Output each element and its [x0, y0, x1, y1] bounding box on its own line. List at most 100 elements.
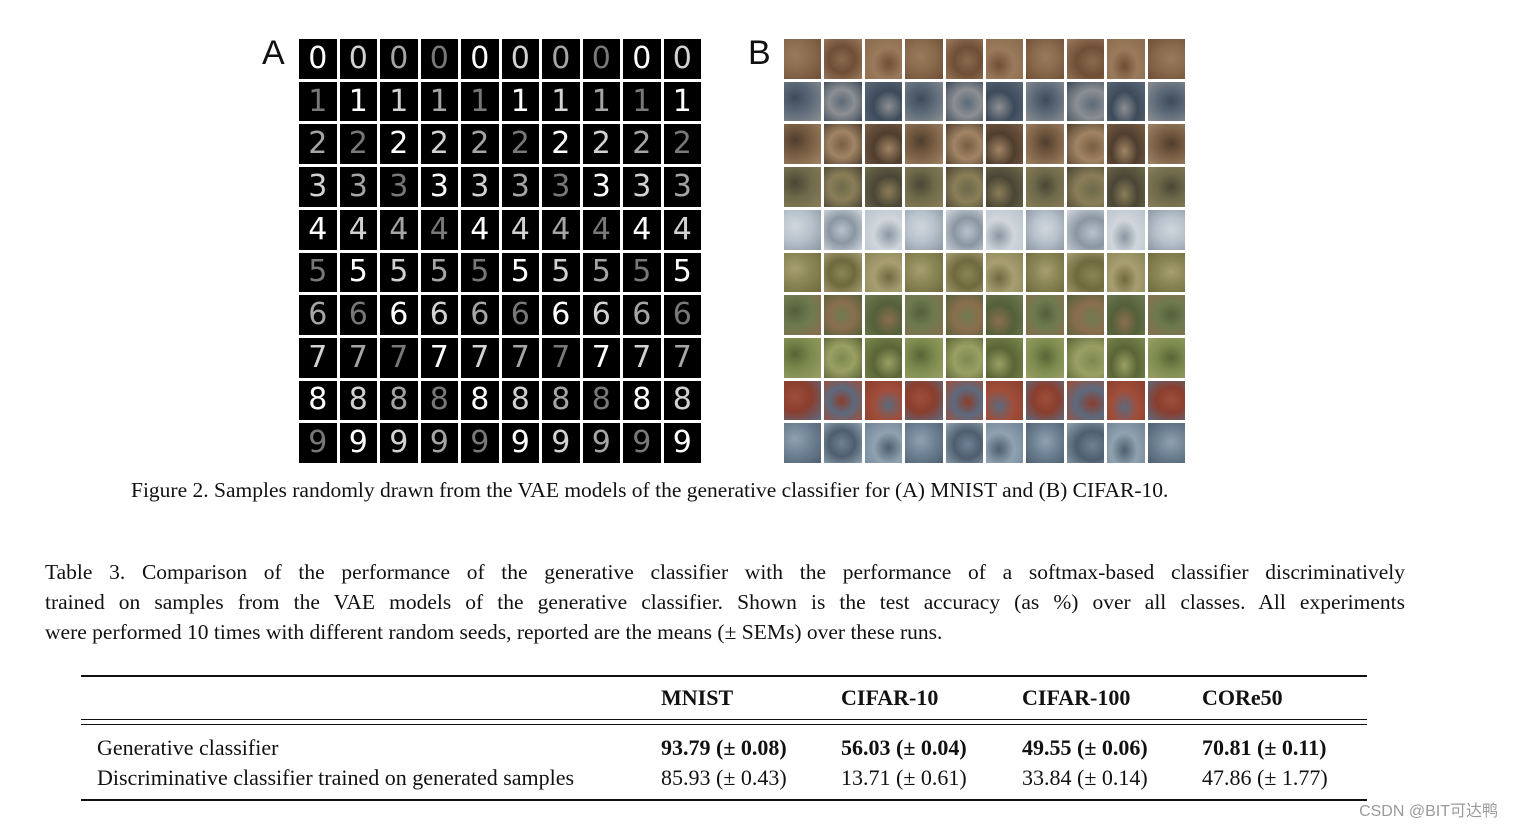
cifar-sample — [1026, 295, 1064, 335]
mnist-sample: 9 — [339, 423, 377, 463]
cifar-sample — [784, 39, 822, 79]
cifar-sample — [1147, 81, 1185, 122]
cifar-sample — [1107, 337, 1145, 378]
cifar-sample — [864, 380, 903, 421]
cifar-sample — [824, 209, 862, 250]
mnist-sample: 7 — [501, 337, 539, 378]
table-bottom-rule — [81, 799, 1367, 801]
mnist-sample: 2 — [542, 124, 580, 165]
cifar-sample — [784, 380, 822, 421]
table-header-rule — [81, 719, 1367, 720]
mnist-sample: 3 — [663, 167, 701, 207]
cifar-sample — [945, 124, 983, 165]
cifar-sample — [905, 39, 943, 79]
mnist-sample: 7 — [582, 337, 620, 378]
mnist-sample: 6 — [380, 295, 418, 335]
cifar-sample — [905, 423, 943, 463]
cifar-sample — [784, 167, 822, 207]
mnist-sample: 7 — [663, 337, 701, 378]
mnist-sample: 9 — [582, 423, 620, 463]
cifar-sample — [864, 167, 903, 207]
mnist-sample: 3 — [461, 167, 499, 207]
cifar-sample — [1026, 423, 1064, 463]
cifar-sample — [1026, 167, 1064, 207]
cifar-sample — [945, 423, 983, 463]
cifar-sample — [824, 252, 862, 293]
mnist-sample: 7 — [380, 337, 418, 378]
mnist-sample: 6 — [420, 295, 458, 335]
mnist-sample: 6 — [663, 295, 701, 335]
mnist-sample: 2 — [501, 124, 539, 165]
mnist-sample: 9 — [501, 423, 539, 463]
mnist-sample: 2 — [623, 124, 661, 165]
mnist-sample: 0 — [623, 39, 661, 79]
cifar-sample — [905, 295, 943, 335]
table-top-rule — [81, 675, 1367, 677]
cifar-sample — [824, 39, 862, 79]
mnist-sample: 6 — [623, 295, 661, 335]
cifar-sample — [1026, 380, 1064, 421]
cifar-sample — [1066, 209, 1105, 250]
cifar-sample — [945, 337, 983, 378]
cifar-sample — [986, 252, 1024, 293]
mnist-sample: 8 — [461, 380, 499, 421]
cifar-sample — [945, 167, 983, 207]
mnist-sample: 4 — [461, 209, 499, 250]
cifar-sample — [864, 295, 903, 335]
cifar-sample — [824, 295, 862, 335]
mnist-sample: 0 — [582, 39, 620, 79]
cifar-sample — [824, 423, 862, 463]
mnist-sample: 8 — [663, 380, 701, 421]
mnist-sample: 1 — [582, 81, 620, 122]
cifar-sample — [1026, 337, 1064, 378]
cifar-sample — [1026, 81, 1064, 122]
cifar-sample — [986, 337, 1024, 378]
mnist-sample: 3 — [420, 167, 458, 207]
cifar-sample — [1026, 39, 1064, 79]
mnist-sample: 2 — [663, 124, 701, 165]
cifar-sample — [905, 380, 943, 421]
mnist-sample: 8 — [420, 380, 458, 421]
cifar-sample — [1066, 295, 1105, 335]
cifar-sample — [1147, 124, 1185, 165]
mnist-sample: 4 — [299, 209, 337, 250]
cifar-sample — [945, 252, 983, 293]
cifar-sample — [1066, 423, 1105, 463]
cifar-sample — [1107, 423, 1145, 463]
cifar-sample — [1066, 252, 1105, 293]
column-header-core50: CORe50 — [1202, 685, 1283, 710]
mnist-sample: 2 — [582, 124, 620, 165]
table-caption-line: trained on samples from the VAE models o… — [45, 590, 1405, 614]
mnist-sample: 4 — [420, 209, 458, 250]
mnist-sample: 2 — [380, 124, 418, 165]
mnist-sample: 3 — [299, 167, 337, 207]
cifar-sample — [986, 39, 1024, 79]
cifar-sample — [905, 209, 943, 250]
table-caption: Table 3. Comparison of the performance o… — [45, 557, 1405, 647]
cifar-sample — [864, 209, 903, 250]
cifar-sample — [986, 380, 1024, 421]
cifar-sample — [1147, 252, 1185, 293]
mnist-sample: 0 — [380, 39, 418, 79]
mnist-sample: 4 — [623, 209, 661, 250]
cifar-sample — [864, 337, 903, 378]
mnist-sample: 7 — [420, 337, 458, 378]
mnist-sample: 7 — [542, 337, 580, 378]
cifar-sample — [824, 124, 862, 165]
cifar-sample — [864, 81, 903, 122]
mnist-sample: 2 — [339, 124, 377, 165]
cifar-sample — [905, 124, 943, 165]
table-cell: 93.79 (± 0.08) — [661, 735, 787, 760]
mnist-sample: 0 — [501, 39, 539, 79]
cifar-sample — [986, 81, 1024, 122]
mnist-sample: 4 — [380, 209, 418, 250]
cifar-sample — [1107, 380, 1145, 421]
mnist-sample: 3 — [582, 167, 620, 207]
mnist-sample: 7 — [623, 337, 661, 378]
mnist-sample: 8 — [623, 380, 661, 421]
cifar-sample — [1107, 81, 1145, 122]
table-caption-line: Table 3. Comparison of the performance o… — [45, 560, 1405, 584]
table-caption-line: were performed 10 times with different r… — [45, 620, 943, 644]
mnist-sample: 5 — [623, 252, 661, 293]
cifar-sample — [1147, 337, 1185, 378]
